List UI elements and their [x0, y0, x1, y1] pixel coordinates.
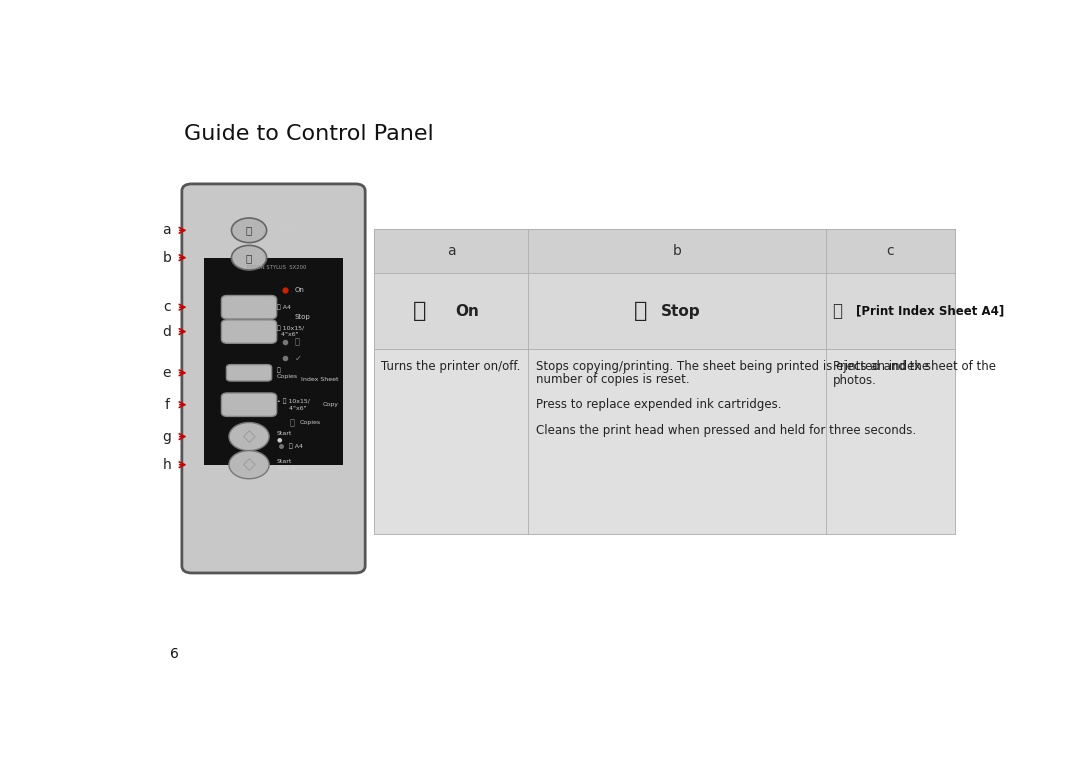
Text: ⎘
Copies: ⎘ Copies — [276, 367, 298, 379]
Text: EPSON STYLUS  SX200: EPSON STYLUS SX200 — [247, 266, 307, 270]
Text: ◇: ◇ — [243, 428, 255, 446]
FancyBboxPatch shape — [825, 273, 956, 349]
Text: e: e — [163, 366, 171, 380]
Text: Press to replace expended ink cartridges.: Press to replace expended ink cartridges… — [536, 398, 782, 412]
Text: photos.: photos. — [833, 374, 877, 387]
Text: g: g — [162, 429, 172, 444]
Text: b: b — [673, 244, 681, 258]
Text: ⎘ A4: ⎘ A4 — [289, 443, 303, 448]
Text: a: a — [162, 223, 171, 237]
Text: c: c — [163, 300, 171, 314]
Circle shape — [231, 218, 267, 243]
Text: ⏻: ⏻ — [414, 301, 427, 321]
Text: ⎘ 10x15/
  4"x6": ⎘ 10x15/ 4"x6" — [276, 326, 303, 337]
Text: ⎘: ⎘ — [289, 419, 294, 428]
FancyBboxPatch shape — [221, 320, 276, 343]
FancyBboxPatch shape — [374, 273, 528, 349]
FancyBboxPatch shape — [204, 397, 343, 465]
FancyBboxPatch shape — [221, 393, 276, 416]
Text: Cleans the print head when pressed and held for three seconds.: Cleans the print head when pressed and h… — [536, 424, 916, 437]
FancyBboxPatch shape — [528, 229, 825, 273]
Text: Stop: Stop — [295, 314, 311, 320]
FancyBboxPatch shape — [374, 229, 528, 273]
Text: ⎘ A4: ⎘ A4 — [276, 304, 291, 310]
Text: number of copies is reset.: number of copies is reset. — [536, 373, 689, 386]
Text: Stops copying/printing. The sheet being printed is ejected and the: Stops copying/printing. The sheet being … — [536, 360, 929, 373]
Text: c: c — [887, 244, 894, 258]
Text: 6: 6 — [171, 647, 179, 661]
Text: Start
●: Start ● — [276, 431, 292, 442]
Text: Copy: Copy — [323, 402, 339, 407]
FancyBboxPatch shape — [528, 273, 825, 349]
FancyBboxPatch shape — [825, 349, 956, 533]
Text: [Print Index Sheet A4]: [Print Index Sheet A4] — [855, 304, 1004, 317]
Text: ◇: ◇ — [243, 456, 255, 473]
FancyBboxPatch shape — [528, 349, 825, 533]
Text: a: a — [447, 244, 456, 258]
Circle shape — [229, 451, 269, 479]
FancyBboxPatch shape — [227, 365, 272, 381]
Text: Prints an index sheet of the: Prints an index sheet of the — [833, 360, 996, 373]
Text: On: On — [295, 288, 305, 293]
Text: Stop: Stop — [661, 304, 701, 319]
Text: d: d — [162, 325, 172, 339]
Text: • ⎘ 10x15/
      4"x6": • ⎘ 10x15/ 4"x6" — [276, 399, 310, 411]
Text: h: h — [162, 457, 172, 472]
Text: ⎘: ⎘ — [295, 337, 300, 346]
FancyBboxPatch shape — [825, 229, 956, 273]
Text: 📋: 📋 — [833, 302, 842, 320]
FancyBboxPatch shape — [374, 349, 528, 533]
Text: Copies: Copies — [300, 420, 321, 425]
Text: ⎘ A4: ⎘ A4 — [276, 228, 291, 233]
Text: b: b — [162, 250, 172, 265]
FancyBboxPatch shape — [374, 229, 956, 533]
FancyBboxPatch shape — [221, 295, 276, 319]
Text: ✓: ✓ — [295, 354, 302, 363]
FancyBboxPatch shape — [204, 259, 343, 397]
Text: Start
■■ ●: Start ■■ ● — [276, 459, 296, 470]
Text: Turns the printer on/off.: Turns the printer on/off. — [381, 360, 521, 373]
Circle shape — [229, 422, 269, 451]
Text: ⏻: ⏻ — [246, 225, 252, 235]
Circle shape — [231, 245, 267, 270]
Text: ⛔: ⛔ — [246, 253, 252, 263]
Text: Index Sheet: Index Sheet — [301, 377, 339, 382]
Text: f: f — [164, 398, 170, 412]
FancyBboxPatch shape — [181, 184, 365, 573]
Text: On: On — [455, 304, 480, 319]
Text: Guide to Control Panel: Guide to Control Panel — [184, 123, 433, 144]
Text: ⛔: ⛔ — [634, 301, 647, 321]
